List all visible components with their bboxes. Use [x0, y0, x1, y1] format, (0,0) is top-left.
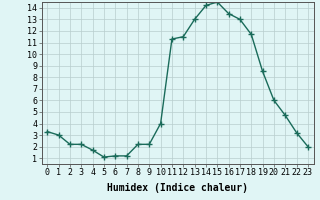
X-axis label: Humidex (Indice chaleur): Humidex (Indice chaleur): [107, 183, 248, 193]
